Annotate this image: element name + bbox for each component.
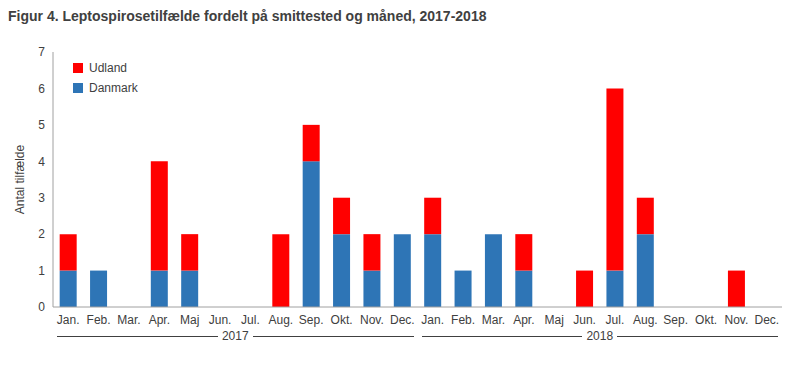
svg-text:7: 7 bbox=[38, 45, 45, 59]
svg-text:Mar.: Mar. bbox=[482, 313, 505, 327]
svg-text:Aug.: Aug. bbox=[268, 313, 293, 327]
html-text:2017: 2017 bbox=[221, 329, 249, 343]
svg-text:Jul.: Jul. bbox=[241, 313, 260, 327]
html-text:Figur 4. Leptospirosetilfælde: Figur 4. Leptospirosetilfælde fordelt på… bbox=[8, 8, 487, 24]
svg-text:Apr.: Apr. bbox=[149, 313, 170, 327]
html-text:2018: 2018 bbox=[586, 329, 614, 343]
svg-text:Jan.: Jan. bbox=[421, 313, 444, 327]
svg-text:Sep.: Sep. bbox=[299, 313, 324, 327]
svg-text:Feb.: Feb. bbox=[451, 313, 475, 327]
svg-text:Okt.: Okt. bbox=[331, 313, 353, 327]
svg-text:Nov.: Nov. bbox=[360, 313, 384, 327]
svg-text:Maj: Maj bbox=[180, 313, 199, 327]
svg-text:Jun.: Jun. bbox=[209, 313, 232, 327]
svg-text:Dec.: Dec. bbox=[390, 313, 415, 327]
svg-text:Jun.: Jun. bbox=[573, 313, 596, 327]
svg-text:2: 2 bbox=[38, 227, 45, 241]
svg-text:Dec.: Dec. bbox=[754, 313, 779, 327]
svg-text:Jan.: Jan. bbox=[57, 313, 80, 327]
svg-text:5: 5 bbox=[38, 118, 45, 132]
html-text:Udland: Udland bbox=[89, 61, 127, 75]
svg-text:4: 4 bbox=[38, 155, 45, 169]
svg-text:Nov.: Nov. bbox=[725, 313, 749, 327]
svg-text:0: 0 bbox=[38, 300, 45, 314]
svg-text:3: 3 bbox=[38, 191, 45, 205]
svg-text:1: 1 bbox=[38, 264, 45, 278]
svg-text:Feb.: Feb. bbox=[87, 313, 111, 327]
svg-text:Sep.: Sep. bbox=[663, 313, 688, 327]
svg-text:6: 6 bbox=[38, 82, 45, 96]
html-text:Danmark: Danmark bbox=[89, 81, 138, 95]
svg-text:Aug.: Aug. bbox=[633, 313, 658, 327]
svg-text:Antal tilfælde: Antal tilfælde bbox=[13, 144, 27, 214]
svg-text:Mar.: Mar. bbox=[117, 313, 140, 327]
svg-text:Okt.: Okt. bbox=[695, 313, 717, 327]
svg-text:Maj: Maj bbox=[545, 313, 564, 327]
svg-text:Apr.: Apr. bbox=[513, 313, 534, 327]
svg-text:Jul.: Jul. bbox=[606, 313, 625, 327]
